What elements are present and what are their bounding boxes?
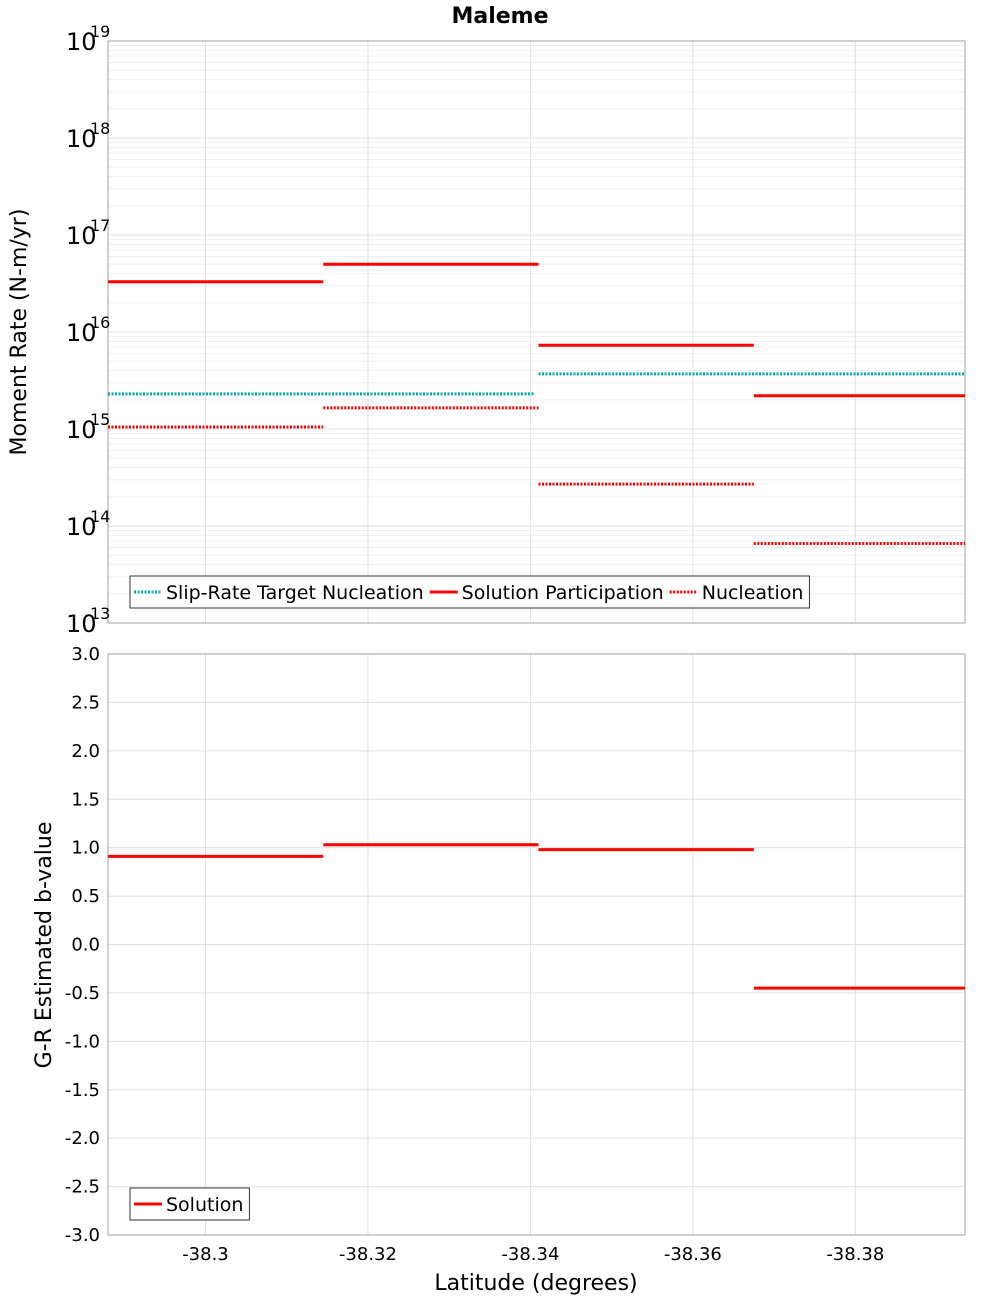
x-tick-label: -38.34 [501,1244,559,1265]
tick-exponent: 19 [90,22,110,41]
bottom-y-tick-label: -3.0 [65,1225,100,1246]
top-legend-label: Solution Participation [462,582,664,604]
top-series-group [108,262,965,546]
chart-title: Maleme [451,4,548,29]
top-y-axis-label: Moment Rate (N-m/yr) [7,209,32,456]
top-series-slip-rate-target-nucleation [108,372,965,396]
tick-exponent: 15 [90,410,110,429]
bottom-y-tick-label: 2.5 [71,692,100,713]
bottom-y-tick-label: 0.0 [71,935,100,956]
tick-base: 10 [66,319,97,347]
tick-base: 10 [66,610,97,638]
bottom-series-group [108,843,965,990]
tick-base: 10 [66,125,97,153]
bottom-y-tick-label: -2.5 [65,1177,100,1198]
bottom-plot-frame [107,653,966,1236]
x-ticks: -38.3 -38.32 -38.34 -38.36 -38.38 [182,1244,884,1265]
x-tick-label: -38.38 [826,1244,884,1265]
top-series-solution-participation [108,262,965,398]
tick-base: 10 [66,416,97,444]
x-tick-label: -38.32 [339,1244,397,1265]
bottom-y-tick-label: 2.0 [71,741,100,762]
tick-exponent: 16 [90,313,110,332]
bottom-y-tick-label: -1.0 [65,1031,100,1052]
tick-base: 10 [66,28,97,56]
tick-base: 10 [66,513,97,541]
top-plot-frame [107,40,966,624]
tick-base: 10 [66,222,97,250]
tick-exponent: 13 [90,604,110,623]
top-series-nucleation [108,406,965,546]
bottom-series-solution [108,843,965,990]
tick-exponent: 14 [90,507,110,526]
bottom-y-tick-label: -2.0 [65,1128,100,1149]
top-grid [108,40,965,624]
top-legend-label: Slip-Rate Target Nucleation [166,582,424,604]
bottom-y-tick-label: -1.5 [65,1080,100,1101]
bottom-legend: Solution [129,1187,250,1221]
x-tick-label: -38.3 [182,1244,229,1265]
top-legend: Slip-Rate Target Nucleation Solution Part… [129,575,810,609]
bottom-legend-label: Solution [166,1194,243,1216]
bottom-y-tick-label: 0.5 [71,886,100,907]
top-legend-label: Nucleation [702,582,804,604]
bottom-y-tick-label: 1.5 [71,789,100,810]
bottom-y-tick-label: -0.5 [65,983,100,1004]
bottom-y-tick-label: 1.0 [71,838,100,859]
x-axis-label: Latitude (degrees) [434,1271,637,1296]
bottom-y-ticks: 3.0 2.5 2.0 1.5 1.0 0.5 0.0 -0.5 -1.0 -1.5 -2.0 -2.… [65,644,100,1246]
x-tick-label: -38.36 [664,1244,722,1265]
bottom-grid [108,653,965,1236]
tick-exponent: 18 [90,119,110,138]
bottom-y-axis-label: G-R Estimated b-value [32,822,57,1069]
bottom-y-tick-label: 3.0 [71,644,100,665]
tick-exponent: 17 [90,216,110,235]
